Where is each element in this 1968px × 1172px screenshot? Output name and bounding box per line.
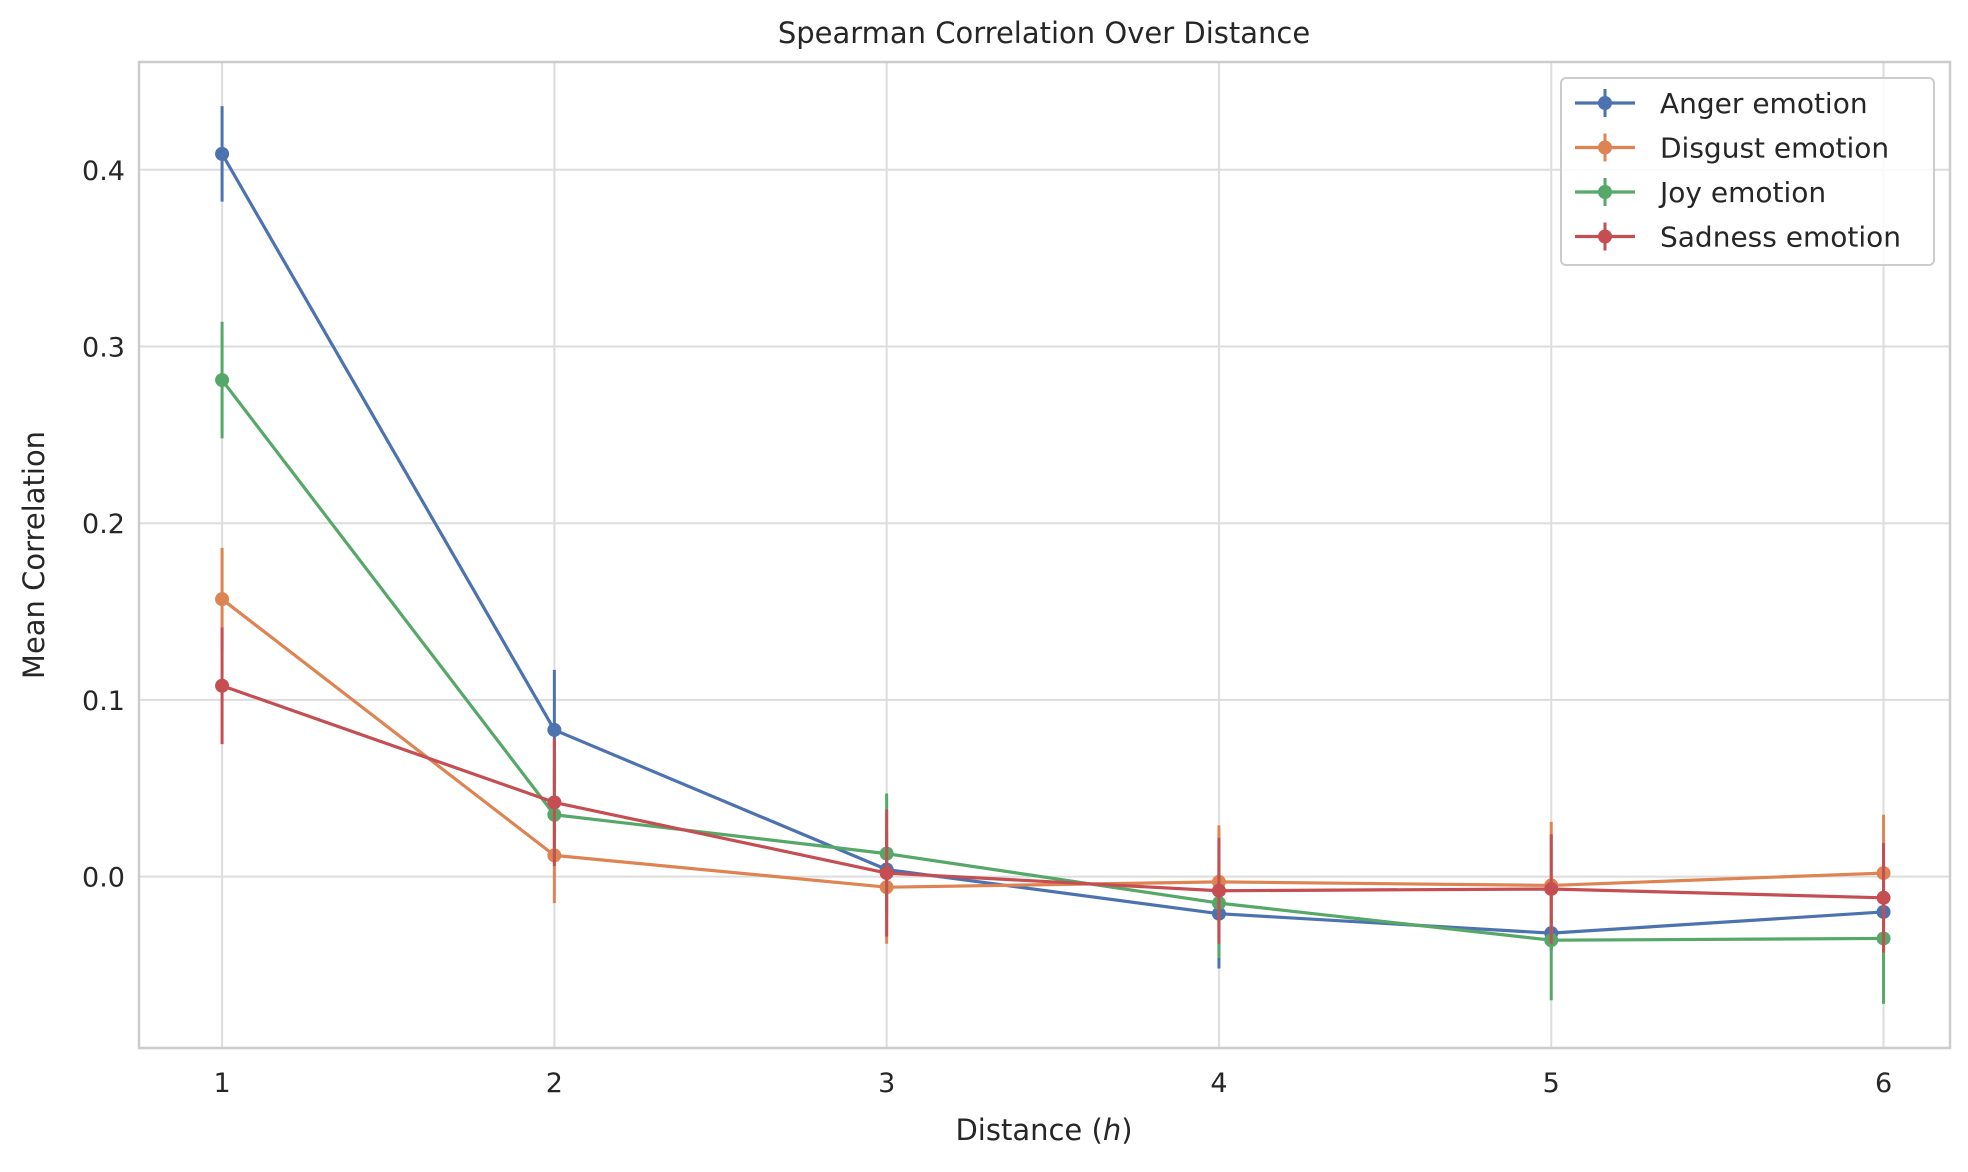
legend-item: Disgust emotion xyxy=(1575,132,1889,165)
legend-marker xyxy=(1598,229,1612,244)
data-point xyxy=(1544,881,1559,896)
x-axis-label: Distance (h) xyxy=(955,1113,1132,1147)
series-joy-emotion xyxy=(215,321,1891,1004)
series-layer xyxy=(215,106,1891,1004)
series-line xyxy=(220,379,1884,942)
y-tick-label: 0.3 xyxy=(82,332,125,363)
series-sadness-emotion xyxy=(215,627,1891,953)
x-tick-label: 6 xyxy=(1875,1068,1892,1099)
x-axis-label-suffix: ) xyxy=(1121,1113,1132,1147)
data-point xyxy=(547,795,562,810)
legend-box xyxy=(1560,77,1935,266)
data-point xyxy=(879,866,894,881)
x-axis-ticks: 1 2 3 4 5 6 xyxy=(213,1068,1892,1099)
x-axis-label-variable: h xyxy=(1103,1113,1121,1147)
legend-marker xyxy=(1598,140,1612,155)
legend-marker xyxy=(1598,96,1612,110)
legend-label: Joy emotion xyxy=(1658,176,1826,209)
x-tick-label: 2 xyxy=(546,1068,563,1099)
legend-label: Anger emotion xyxy=(1660,87,1868,120)
x-axis-label-prefix: Distance ( xyxy=(955,1113,1102,1147)
legend-label: Disgust emotion xyxy=(1660,132,1889,165)
data-point xyxy=(547,722,562,737)
y-axis-ticks: 0.0 0.1 0.2 0.3 0.4 xyxy=(82,156,125,894)
y-tick-label: 0.2 xyxy=(82,509,125,540)
x-tick-label: 1 xyxy=(213,1068,230,1099)
legend-item: Sadness emotion xyxy=(1575,221,1901,254)
legend: Anger emotion Disgust emotion Joy emotion S… xyxy=(1560,77,1935,266)
y-tick-label: 0.1 xyxy=(82,686,125,717)
data-point xyxy=(1876,890,1891,905)
y-tick-label: 0.4 xyxy=(82,156,125,187)
series-disgust-emotion xyxy=(215,547,1891,950)
series-line xyxy=(221,684,1884,900)
chart-title: Spearman Correlation Over Distance xyxy=(778,16,1310,50)
series-line xyxy=(220,153,1884,935)
x-tick-label: 5 xyxy=(1543,1068,1560,1099)
data-point xyxy=(215,678,230,693)
legend-label: Sadness emotion xyxy=(1660,221,1901,254)
legend-marker xyxy=(1598,185,1612,199)
x-tick-label: 4 xyxy=(1210,1068,1227,1099)
x-tick-label: 3 xyxy=(878,1068,895,1099)
data-point xyxy=(215,146,230,161)
data-point xyxy=(215,592,230,607)
y-axis-label: Mean Correlation xyxy=(17,431,51,679)
plot-frame xyxy=(137,60,1952,1050)
series-line xyxy=(221,597,1884,889)
legend-item: Anger emotion xyxy=(1575,87,1868,120)
data-point xyxy=(1211,883,1226,898)
y-tick-label: 0.0 xyxy=(82,863,125,894)
legend-item: Joy emotion xyxy=(1575,176,1826,209)
data-point xyxy=(215,373,230,388)
